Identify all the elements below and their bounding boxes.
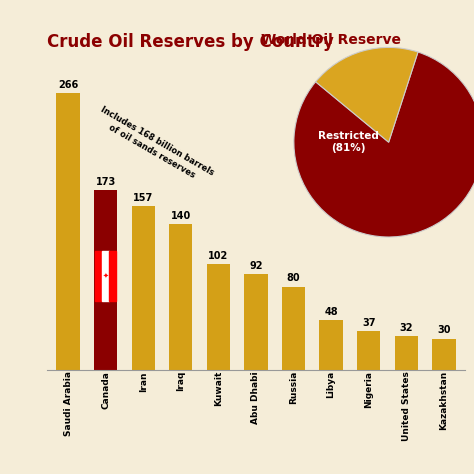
Text: 102: 102 — [208, 251, 228, 261]
Bar — [244, 274, 268, 370]
Text: 173: 173 — [96, 177, 116, 187]
Bar — [357, 331, 380, 370]
Text: 266: 266 — [58, 80, 78, 90]
Text: 30: 30 — [437, 326, 451, 336]
Text: Crude Oil Reserves by Country: Crude Oil Reserves by Country — [47, 33, 334, 51]
Text: 48: 48 — [324, 307, 338, 317]
Bar — [95, 251, 102, 301]
Text: 92: 92 — [249, 261, 263, 271]
Text: ✦: ✦ — [103, 273, 109, 279]
Text: 140: 140 — [171, 211, 191, 221]
Bar — [56, 93, 80, 370]
Bar — [432, 338, 456, 370]
Bar — [319, 320, 343, 370]
Bar — [109, 251, 116, 301]
Wedge shape — [294, 52, 474, 237]
Text: World Oil Reserve: World Oil Reserve — [261, 33, 401, 47]
Bar — [132, 207, 155, 370]
Text: Open to
Private
Sector: Open to Private Sector — [441, 124, 474, 157]
Bar — [94, 190, 117, 370]
Bar — [102, 251, 109, 301]
Wedge shape — [316, 47, 418, 142]
Text: 157: 157 — [133, 193, 154, 203]
Text: 32: 32 — [400, 323, 413, 333]
Text: 80: 80 — [287, 273, 301, 283]
Text: Restricted
(81%): Restricted (81%) — [319, 131, 379, 153]
Text: 37: 37 — [362, 318, 375, 328]
Bar — [207, 264, 230, 370]
Bar — [169, 224, 192, 370]
Bar — [282, 287, 305, 370]
Text: Includes 168 billion barrels
of oil sands reserves: Includes 168 billion barrels of oil sand… — [93, 105, 216, 188]
Bar — [395, 337, 418, 370]
